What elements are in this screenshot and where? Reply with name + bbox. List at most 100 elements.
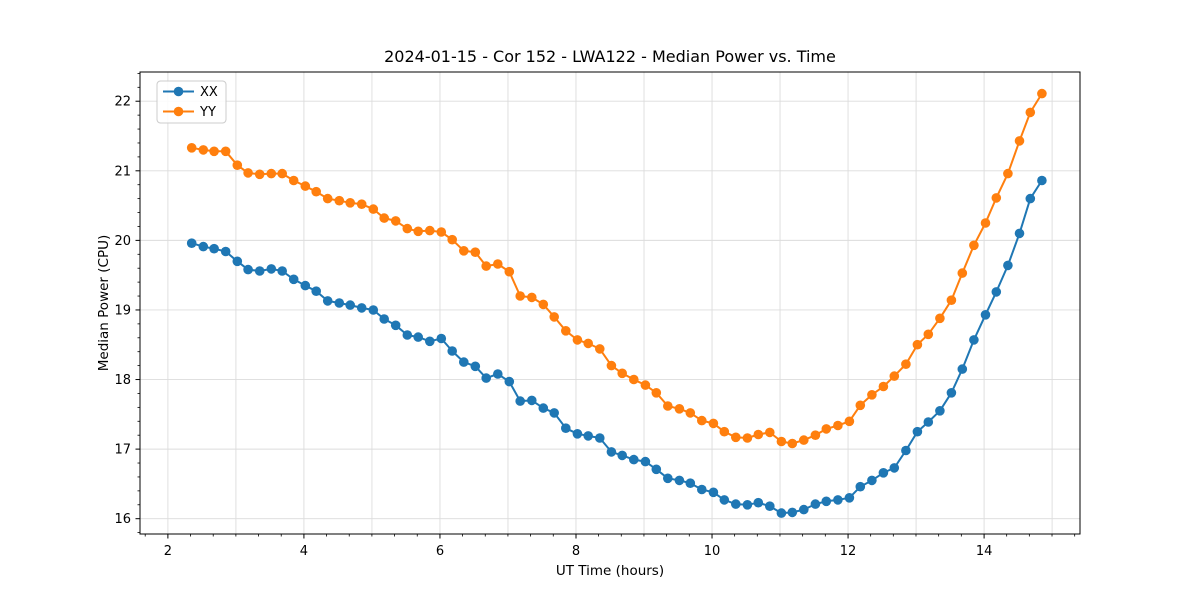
grid-lines [140,72,1080,534]
series-yy-marker [322,193,333,204]
series-xx-marker [901,445,911,456]
series-yy-marker [345,198,356,208]
y-tick-label: 18 [114,373,131,388]
series-yy-marker [753,429,764,440]
y-tick-label: 17 [114,443,131,458]
series-yy-marker [209,146,219,157]
series-yy-line [191,93,1043,445]
series-xx-marker [266,264,277,274]
series-xx-marker [855,481,866,492]
series-yy-marker [561,326,571,336]
series-yy-marker [425,225,435,236]
series-yy-marker [243,168,253,178]
series-xx-marker [912,426,923,437]
x-tick-label: 14 [976,544,993,559]
series-yy-marker [379,213,390,223]
series-xx-marker [311,286,322,297]
y-tick-label: 16 [114,512,131,527]
series-xx-marker [889,463,900,473]
series-xx-marker [390,320,401,331]
series-xx-marker [413,332,424,342]
series-xx-marker [810,499,821,509]
legend-marker-xx [173,86,184,97]
series-xx-marker [799,504,809,515]
series-xx-marker [821,496,832,507]
series-yy-marker [515,291,525,301]
series-yy-marker [674,404,685,414]
series-xx-marker [617,450,627,461]
series-yy-marker [436,227,447,237]
series-xx-marker [243,264,253,275]
series-yy-marker [356,199,367,209]
series-xx-marker [232,256,243,267]
series-xx-marker [254,266,265,276]
series-xx-marker [606,447,617,457]
series-xx-marker [447,346,458,356]
series-yy-marker [413,226,424,237]
series-xx-marker [288,274,299,285]
series-yy-marker [232,160,243,170]
series-yy-marker [731,432,741,443]
series-xx-marker [538,403,549,413]
series-xx-marker [980,310,991,320]
series-yy-marker [447,234,458,245]
series-yy-marker [663,401,673,411]
series-xx-marker [742,500,753,510]
series-yy-marker [946,295,957,306]
series-yy-marker [1037,88,1047,99]
series-yy-marker [527,292,537,303]
series-xx-marker [719,495,730,505]
series-yy-marker [923,329,934,340]
series-xx-marker [923,417,934,427]
series-xx-marker [515,396,525,406]
series-yy-marker [220,146,231,157]
series-yy-marker [470,247,481,257]
series-yy-marker [867,390,877,400]
series-yy-marker [254,169,265,180]
series-xx-marker [1037,175,1047,186]
series-xx-marker [946,388,957,398]
series-yy-marker [617,368,627,379]
series-yy-marker [288,175,299,186]
legend-marker-yy [173,106,184,117]
series-yy-marker [889,371,900,381]
series-yy-marker [493,259,503,269]
series-xx-marker [583,431,593,441]
series-yy-marker [821,424,832,434]
series-xx-marker [833,495,843,505]
series-xx-marker [753,497,764,508]
legend-label-xx: XX [200,85,218,100]
series-yy-marker [765,427,775,438]
series-xx-marker [436,333,447,344]
series-yy-marker [572,335,583,345]
series-yy-marker [186,143,197,153]
series-yy-marker [595,344,605,354]
series-yy-marker [651,388,662,398]
series-yy-marker [538,299,549,310]
series-yy-marker [878,381,889,392]
series-yy-marker [935,313,945,324]
series-yy-marker [776,436,787,447]
series-yy-marker [969,240,979,251]
series-xx-marker [674,475,685,486]
series-yy-marker [629,374,639,385]
series-xx-marker [1003,260,1013,271]
legend-label-yy: YY [199,105,216,120]
series-xx-marker [470,361,481,372]
series-yy-marker [742,433,753,443]
series-yy-marker [1014,136,1025,146]
series-xx-marker [1025,193,1036,204]
series-yy-marker [708,418,719,429]
series-yy-marker [912,339,923,350]
series-xx-marker [731,499,741,509]
y-tick-label: 21 [114,164,131,179]
series-xx-marker [878,468,889,478]
series-yy-marker [640,380,651,390]
series-yy-marker [277,168,288,179]
x-tick-label: 12 [840,544,857,559]
series-yy-marker [957,268,968,278]
series-yy-marker [583,338,593,349]
series-xx-marker [334,298,345,308]
y-tick-label: 22 [114,95,131,110]
series-xx-marker [300,280,311,291]
